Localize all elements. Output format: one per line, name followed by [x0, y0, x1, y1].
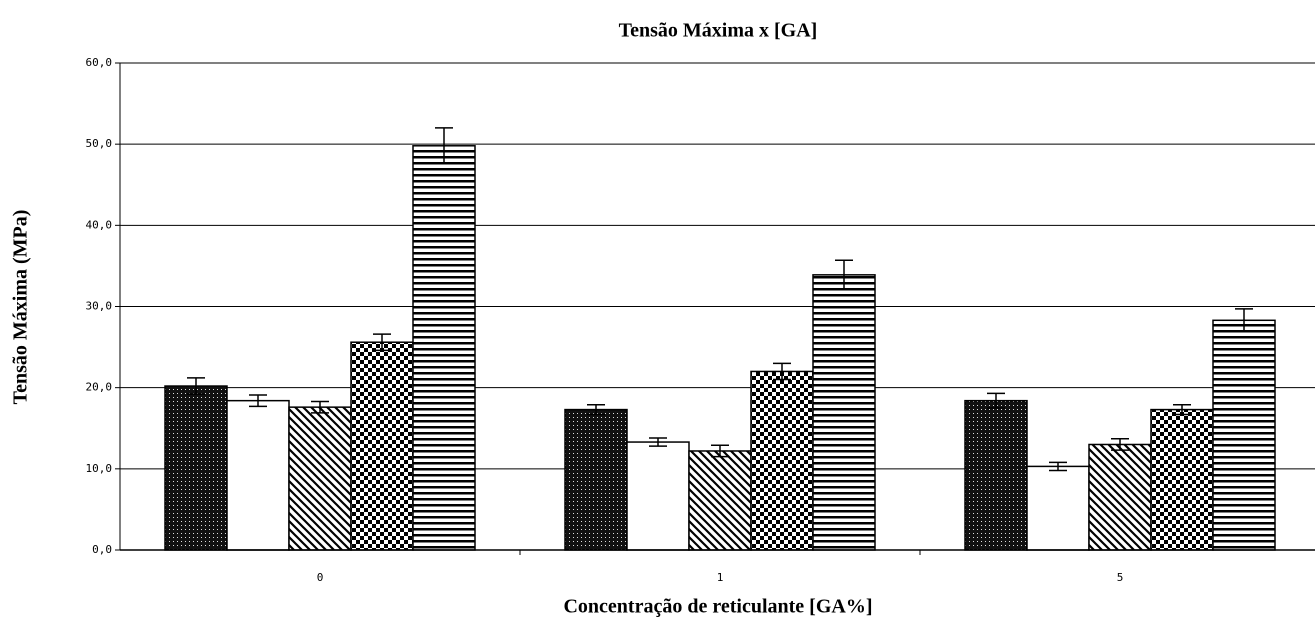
- y-tick-label: 0,0: [92, 543, 112, 556]
- error-bar: [649, 437, 667, 447]
- bar: [226, 399, 290, 551]
- bar: [564, 408, 628, 551]
- error-bar: [435, 127, 453, 165]
- error-bar: [1111, 438, 1129, 451]
- y-tick-label: 30,0: [86, 300, 113, 313]
- y-axis-label: Tensão Máxima (MPa): [10, 210, 32, 405]
- error-bar: [1173, 403, 1191, 416]
- error-bar: [373, 333, 391, 352]
- chart-title: Tensão Máxima x [GA]: [619, 20, 818, 42]
- x-tick-label: 0: [317, 571, 324, 584]
- bar: [350, 341, 414, 551]
- error-bar: [835, 259, 853, 291]
- x-axis-label: Concentração de reticulante [GA%]: [563, 596, 872, 618]
- x-tick-label: 5: [1117, 571, 1124, 584]
- y-tick-label: 20,0: [86, 381, 113, 394]
- bar: [288, 406, 352, 551]
- bar: [964, 399, 1028, 551]
- error-bar: [711, 444, 729, 458]
- bar: [1150, 408, 1214, 551]
- y-tick-label: 60,0: [86, 56, 113, 69]
- y-tick-label: 50,0: [86, 137, 113, 150]
- bar: [164, 385, 228, 551]
- error-bar: [1049, 461, 1067, 472]
- bar: [1088, 443, 1152, 551]
- bar: [812, 274, 876, 551]
- x-tick-label: 1: [717, 571, 724, 584]
- error-bar: [987, 392, 1005, 409]
- error-bar: [1235, 308, 1253, 333]
- bar: [412, 145, 476, 551]
- error-bar: [773, 362, 791, 381]
- bar: [1212, 319, 1276, 551]
- error-bar: [587, 403, 605, 416]
- bar: [1026, 465, 1090, 551]
- y-tick-label: 10,0: [86, 462, 113, 475]
- bar: [750, 370, 814, 551]
- y-tick-label: 40,0: [86, 218, 113, 231]
- error-bar: [249, 394, 267, 408]
- bar: [688, 450, 752, 551]
- error-bar: [187, 377, 205, 395]
- error-bar: [311, 400, 329, 414]
- bar: [626, 441, 690, 551]
